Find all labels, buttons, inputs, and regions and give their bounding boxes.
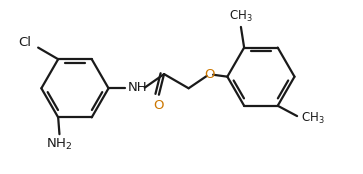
Text: Cl: Cl <box>18 36 31 49</box>
Text: CH$_3$: CH$_3$ <box>301 111 325 126</box>
Text: NH: NH <box>127 81 147 94</box>
Text: NH$_2$: NH$_2$ <box>46 137 73 152</box>
Text: O: O <box>153 99 163 112</box>
Text: O: O <box>205 68 215 81</box>
Text: CH$_3$: CH$_3$ <box>229 9 253 24</box>
